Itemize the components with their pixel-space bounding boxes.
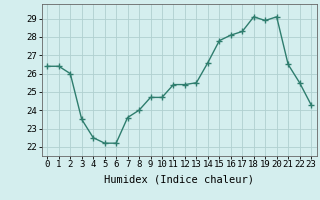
X-axis label: Humidex (Indice chaleur): Humidex (Indice chaleur) xyxy=(104,175,254,185)
